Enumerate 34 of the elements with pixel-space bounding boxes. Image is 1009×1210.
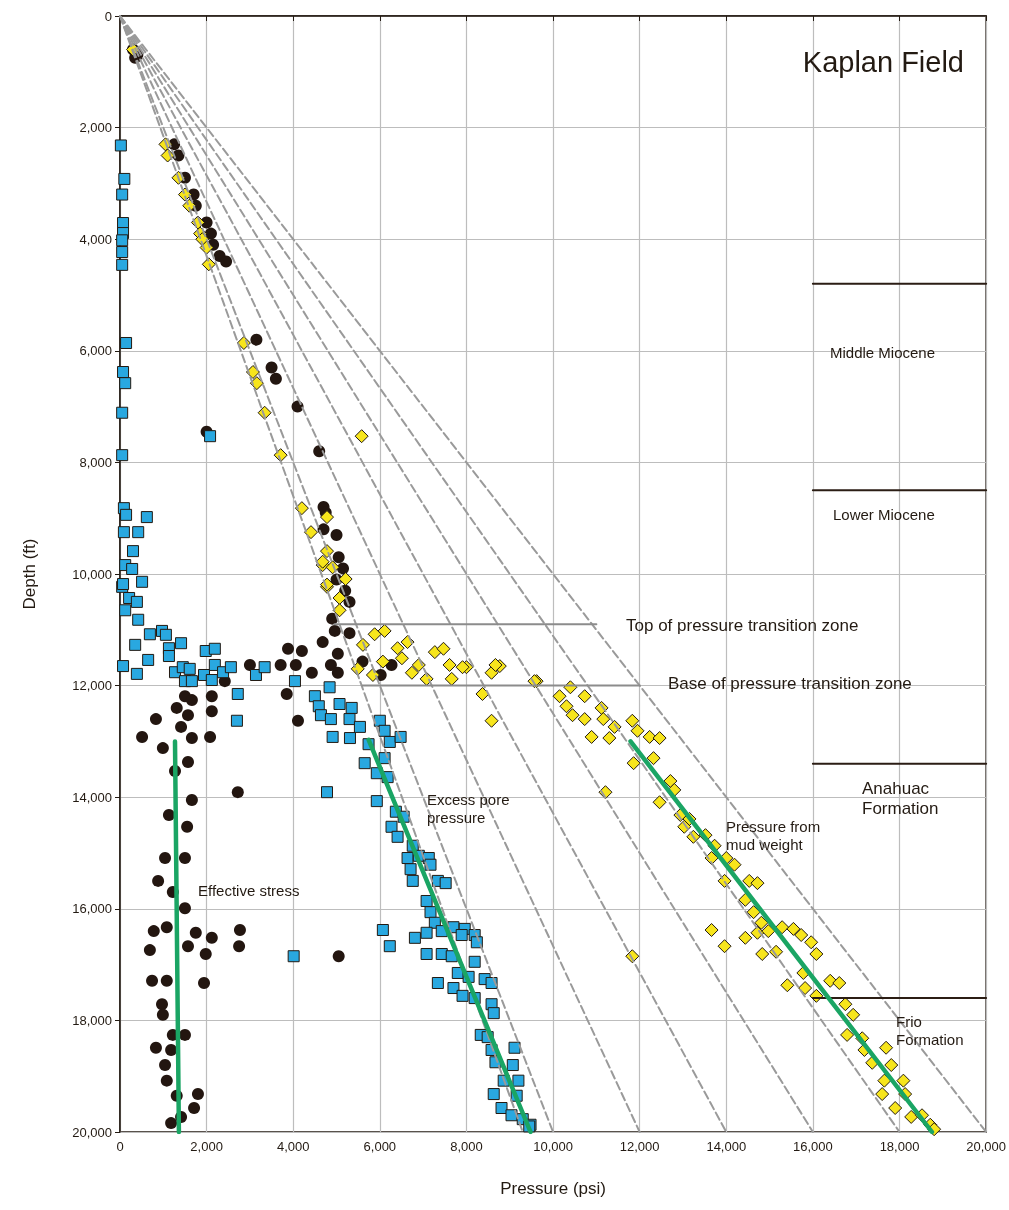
y-tick-label: 0	[104, 8, 112, 24]
annotation: Pressure from mud weight	[726, 817, 821, 853]
y-tick-label: 6,000	[79, 343, 112, 359]
annotation: Top of pressure transition zone	[626, 615, 859, 635]
x-tick-label: 2,000	[190, 1139, 223, 1154]
annotation: Effective stress	[198, 881, 300, 899]
y-tick-label: 4,000	[79, 231, 112, 247]
y-tick-label: 8,000	[79, 454, 112, 470]
x-tick-label: 16,000	[793, 1139, 833, 1154]
annotation: Frio Formation	[896, 1012, 964, 1048]
x-tick-label: 10,000	[533, 1139, 573, 1154]
text: Kaplan Field	[802, 45, 965, 78]
y-tick-label: 10,000	[72, 566, 112, 582]
annotation: Base of pressure transition zone	[668, 673, 912, 693]
y-tick-label: 14,000	[72, 789, 112, 805]
y-axis-title: Depth (ft)	[20, 538, 39, 610]
annotation: Excess pore pressure	[427, 790, 510, 826]
x-tick-label: 20,000	[966, 1139, 1006, 1154]
x-axis-title: Pressure (psi)	[500, 1179, 606, 1198]
x-tick-label: 0	[116, 1139, 124, 1154]
annotation: Lower Miocene	[833, 505, 935, 523]
y-tick-label: 18,000	[72, 1012, 112, 1028]
y-tick-label: 16,000	[72, 901, 112, 917]
annotation: Middle Miocene	[830, 343, 936, 361]
y-tick-label: 2,000	[79, 120, 112, 136]
y-tick-label: 12,000	[72, 678, 112, 694]
y-tick-label: 20,000	[72, 1124, 112, 1140]
x-tick-label: 18,000	[879, 1139, 920, 1154]
x-tick-label: 6,000	[363, 1139, 397, 1154]
x-tick-label: 12,000	[619, 1139, 660, 1154]
annotation: Anahuac Formation	[862, 778, 939, 818]
x-tick-label: 4,000	[276, 1139, 310, 1154]
x-tick-label: 14,000	[706, 1139, 747, 1154]
x-tick-label: 8,000	[450, 1139, 483, 1154]
